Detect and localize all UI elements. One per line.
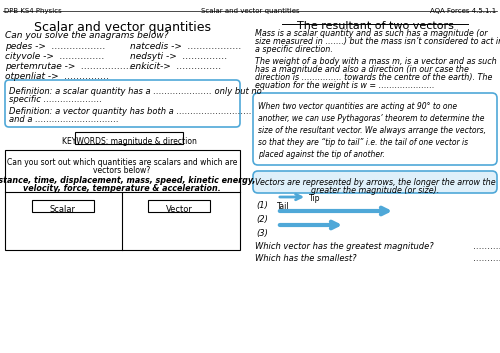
Bar xyxy=(75,132,183,144)
Text: Definition: a vector quantity has both a ………………………: Definition: a vector quantity has both a… xyxy=(9,107,252,116)
Text: size of the resultant vector. We always arrange the vectors,: size of the resultant vector. We always … xyxy=(258,126,486,135)
Text: Scalar and vector quantities: Scalar and vector quantities xyxy=(34,21,210,34)
Text: Mass is a scalar quantity and as such has a magnitude (or: Mass is a scalar quantity and as such ha… xyxy=(255,29,488,38)
Text: nedsyti ->  ……………: nedsyti -> …………… xyxy=(130,52,228,61)
Text: (1): (1) xyxy=(256,201,268,210)
Text: Scalar and vector quantities: Scalar and vector quantities xyxy=(200,8,300,14)
Text: (2): (2) xyxy=(256,215,268,224)
Text: Which has the smallest?: Which has the smallest? xyxy=(255,254,356,263)
Text: Tail: Tail xyxy=(277,202,289,211)
Text: Vectors are represented by arrows, the longer the arrow the: Vectors are represented by arrows, the l… xyxy=(254,178,496,187)
Text: ……………: …………… xyxy=(473,242,500,251)
Text: a specific direction.: a specific direction. xyxy=(255,45,333,54)
Text: When two vector quantities are acting at 90° to one: When two vector quantities are acting at… xyxy=(258,102,457,111)
Text: and a …………………………: and a ………………………… xyxy=(9,115,119,124)
Text: Vector: Vector xyxy=(166,205,192,214)
Text: greater the magnitude (or size).: greater the magnitude (or size). xyxy=(311,186,439,195)
Text: vectors below?: vectors below? xyxy=(94,166,150,175)
Text: direction is …………… towards the centre of the earth). The: direction is …………… towards the centre of… xyxy=(255,73,492,82)
Text: another, we can use Pythagoras’ theorem to determine the: another, we can use Pythagoras’ theorem … xyxy=(258,114,484,123)
Text: Scalar: Scalar xyxy=(50,205,76,214)
Text: The resultant of two vectors: The resultant of two vectors xyxy=(296,21,454,31)
Text: has a magnitude and also a direction (in our case the: has a magnitude and also a direction (in… xyxy=(255,65,469,74)
Text: Can you solve the anagrams below?: Can you solve the anagrams below? xyxy=(5,31,168,40)
Text: AQA Forces 4.5.1.1: AQA Forces 4.5.1.1 xyxy=(430,8,496,14)
Text: Distance, time, displacement, mass, speed, kinetic energy,: Distance, time, displacement, mass, spee… xyxy=(0,176,256,185)
Text: The weight of a body with a mass m, is a vector and as such: The weight of a body with a mass m, is a… xyxy=(255,57,497,66)
Text: KEYWORDS: magnitude & direction: KEYWORDS: magnitude & direction xyxy=(62,137,196,146)
Text: velocity, force, temperature & acceleration.: velocity, force, temperature & accelerat… xyxy=(23,184,221,193)
Text: Can you sort out which quantities are scalars and which are: Can you sort out which quantities are sc… xyxy=(7,158,237,167)
FancyBboxPatch shape xyxy=(253,171,497,193)
Text: DPB KS4 Physics: DPB KS4 Physics xyxy=(4,8,62,14)
Text: natcedis ->  ………………: natcedis -> ……………… xyxy=(130,42,242,51)
Bar xyxy=(148,200,210,212)
Text: (3): (3) xyxy=(256,229,268,238)
Text: Definition: a scalar quantity has a ………………… only but no: Definition: a scalar quantity has a …………… xyxy=(9,87,262,96)
Text: so that they are “tip to tail” i.e. the tail of one vector is: so that they are “tip to tail” i.e. the … xyxy=(258,138,468,147)
Text: size measured in …….) but the mass isn’t considered to act in: size measured in …….) but the mass isn’t… xyxy=(255,37,500,46)
Bar xyxy=(32,200,94,212)
Text: enkicit->  ……………: enkicit-> …………… xyxy=(130,62,222,71)
Text: equation for the weight is w = …………………: equation for the weight is w = ………………… xyxy=(255,81,434,90)
Text: Tip: Tip xyxy=(309,194,320,203)
Text: otpenliat ->  ……………: otpenliat -> …………… xyxy=(5,72,110,81)
Text: placed against the tip of another.: placed against the tip of another. xyxy=(258,150,385,159)
Text: Which vector has the greatest magnitude?: Which vector has the greatest magnitude? xyxy=(255,242,434,251)
Bar xyxy=(5,150,240,250)
Text: cityvole ->  ……………: cityvole -> …………… xyxy=(5,52,104,61)
Text: pedes ->  ………………: pedes -> ……………… xyxy=(5,42,105,51)
Text: pertemrutae ->  ……………………: pertemrutae -> …………………… xyxy=(5,62,153,71)
Text: ……………: …………… xyxy=(473,254,500,263)
Text: specific …………………: specific ………………… xyxy=(9,95,102,104)
